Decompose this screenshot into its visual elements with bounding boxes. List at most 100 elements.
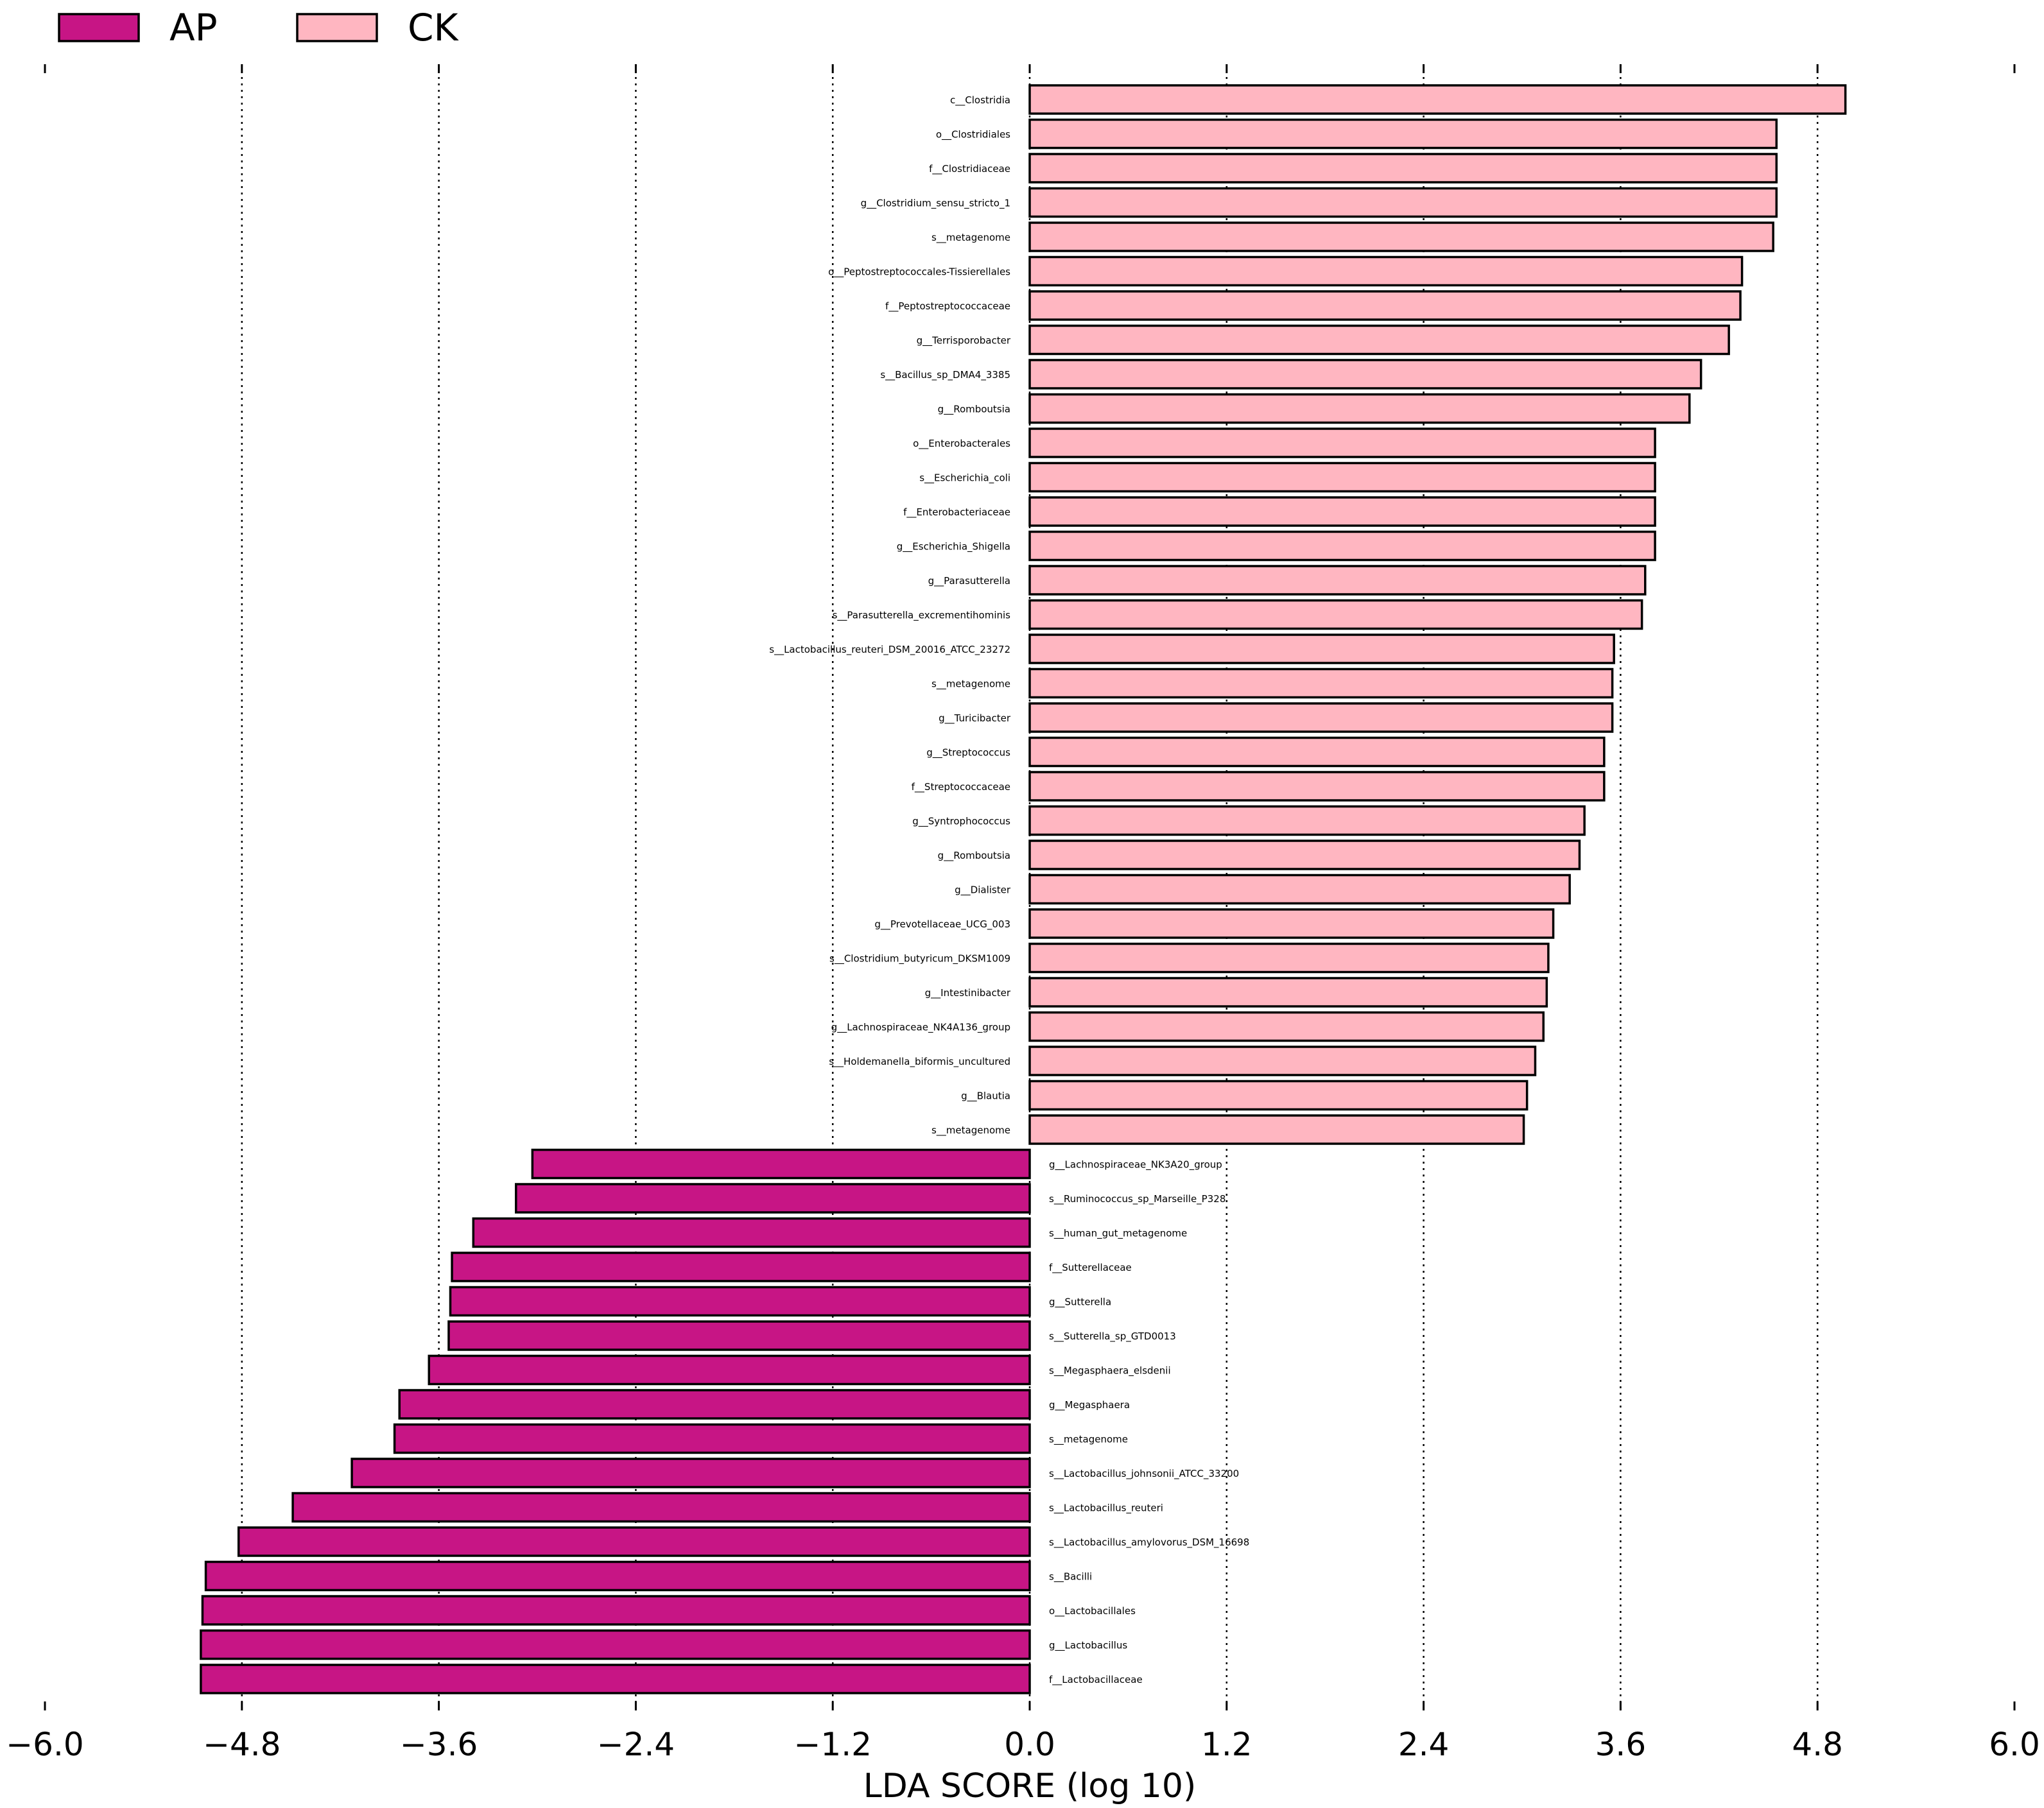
bar-label: s__metagenome: [1049, 1434, 1128, 1446]
bar: [1028, 324, 1730, 356]
legend: AP CK: [58, 6, 459, 49]
bar: [1028, 255, 1744, 287]
bar: [1028, 771, 1606, 802]
bar-label: f__Streptococcaceae: [912, 781, 1010, 793]
bar-label: g__Romboutsia: [938, 404, 1010, 416]
bar-label: g__Lactobacillus: [1049, 1640, 1127, 1652]
bar-label: g__Terrisporobacter: [917, 335, 1011, 347]
bar: [204, 1560, 1031, 1592]
bar-label: g__Blautia: [961, 1090, 1010, 1103]
bar: [449, 1286, 1031, 1317]
bar-label: o__Enterobacterales: [913, 438, 1010, 450]
bar-label: s__metagenome: [931, 1124, 1010, 1137]
bar: [1028, 393, 1691, 424]
x-tick-label: 3.6: [1595, 1726, 1647, 1763]
bar: [447, 1320, 1031, 1351]
bar: [1028, 461, 1656, 493]
bar: [1028, 187, 1778, 218]
x-tick-label: −4.8: [203, 1726, 281, 1763]
bar-label: s__Bacilli: [1049, 1571, 1092, 1583]
legend-label: AP: [169, 6, 218, 49]
bar-label: s__Escherichia_coli: [919, 472, 1010, 485]
bar-label: s__human_gut_metagenome: [1049, 1228, 1187, 1240]
bar-label: g__Dialister: [955, 884, 1011, 897]
bar-label: s__Lactobacillus_amylovorus_DSM_16698: [1049, 1537, 1249, 1549]
bar: [1028, 290, 1742, 321]
bar-label: g__Turicibacter: [939, 712, 1011, 725]
bar-label: o__Clostridiales: [936, 129, 1010, 141]
bar: [291, 1492, 1031, 1523]
bar-label: s__metagenome: [931, 232, 1010, 244]
bar: [1028, 565, 1647, 596]
bar-label: g__Parasutterella: [928, 575, 1010, 587]
bar: [351, 1458, 1031, 1488]
bar-label: g__Syntrophococcus: [912, 816, 1010, 828]
bar: [1028, 1114, 1525, 1145]
bar-label: s__Lactobacillus_johnsonii_ATCC_33200: [1049, 1468, 1239, 1480]
bar-label: f__Sutterellaceae: [1049, 1262, 1132, 1274]
legend-label: CK: [408, 6, 459, 49]
x-axis-title: LDA SCORE (log 10): [863, 1767, 1197, 1805]
bar: [1028, 1011, 1545, 1042]
bar: [1028, 874, 1571, 905]
bar: [393, 1423, 1031, 1454]
bar-label: s__Lactobacillus_reuteri: [1049, 1502, 1163, 1515]
bar-label: g__Escherichia_Shigella: [897, 541, 1010, 553]
bar-label: s__Parasutterella_excrementihominis: [833, 610, 1011, 622]
bar-label: o__Peptostreptococcales-Tissierellales: [828, 266, 1010, 279]
bar: [200, 1629, 1031, 1660]
x-tick-label: 0.0: [1004, 1726, 1055, 1763]
bar: [1028, 736, 1606, 768]
bar-label: g__Megasphaera: [1049, 1399, 1130, 1411]
bar: [200, 1664, 1031, 1694]
bars: [200, 84, 1847, 1694]
bar: [1028, 908, 1555, 939]
bar: [201, 1595, 1031, 1626]
x-tick-label: −1.2: [793, 1726, 871, 1763]
bar-label: s__Clostridium_butyricum_DKSM1009: [829, 953, 1010, 965]
bar: [1028, 977, 1548, 1008]
x-tick-label: −3.6: [400, 1726, 478, 1763]
bar: [1028, 427, 1656, 458]
bar: [1028, 530, 1656, 562]
bar: [1028, 805, 1586, 836]
bar: [1028, 84, 1847, 115]
bar-label: o__Lactobacillales: [1049, 1605, 1136, 1617]
bar: [1028, 359, 1702, 390]
bar: [398, 1389, 1031, 1420]
bar: [472, 1217, 1031, 1248]
bar-label: s__Lactobacillus_reuteri_DSM_20016_ATCC_…: [769, 644, 1010, 656]
x-tick-label: 6.0: [1989, 1726, 2040, 1763]
bar: [1028, 153, 1778, 184]
bar-label: f__Clostridiaceae: [929, 163, 1010, 175]
x-tick-label: 1.2: [1201, 1726, 1252, 1763]
top-axis-ticks: [44, 64, 2016, 73]
bar-label: c__Clostridia: [950, 94, 1010, 107]
bar-labels: c__Clostridia o__Clostridiales f__Clostrid…: [769, 94, 1249, 1686]
bar-label: s__metagenome: [931, 678, 1010, 691]
legend-swatch: [296, 13, 378, 42]
bar: [1028, 633, 1615, 664]
bar-label: g__Lachnospiraceae_NK3A20_group: [1049, 1159, 1222, 1171]
x-tick-label: 2.4: [1398, 1726, 1450, 1763]
bar: [1028, 1080, 1529, 1111]
bar-label: g__Intestinibacter: [925, 987, 1011, 999]
bar: [1028, 942, 1550, 974]
bar: [515, 1183, 1031, 1214]
bar-label: s__Ruminococcus_sp_Marseille_P328: [1049, 1193, 1226, 1205]
bar-label: g__Prevotellaceae_UCG_003: [874, 918, 1010, 931]
bar-label: g__Romboutsia: [938, 850, 1010, 862]
bar-label: g__Sutterella: [1049, 1296, 1111, 1309]
x-axis: −6.0 −4.8 −3.6 −2.4 −1.2 0.0 1.2 2.4 3.6 4.8 6.0: [6, 1701, 2040, 1763]
bar: [1028, 496, 1656, 527]
bar-label: s__Bacillus_sp_DMA4_3385: [880, 369, 1010, 381]
bar: [1028, 667, 1614, 699]
bar: [428, 1354, 1031, 1386]
bar-label: g__Streptococcus: [926, 747, 1010, 759]
x-tick-label: 4.8: [1792, 1726, 1843, 1763]
bar-label: f__Peptostreptococcaceae: [885, 300, 1010, 313]
bar: [1028, 599, 1643, 630]
bar-label: s__Sutterella_sp_GTD0013: [1049, 1330, 1176, 1343]
bar-label: g__Lachnospiraceae_NK4A136_group: [831, 1022, 1010, 1034]
